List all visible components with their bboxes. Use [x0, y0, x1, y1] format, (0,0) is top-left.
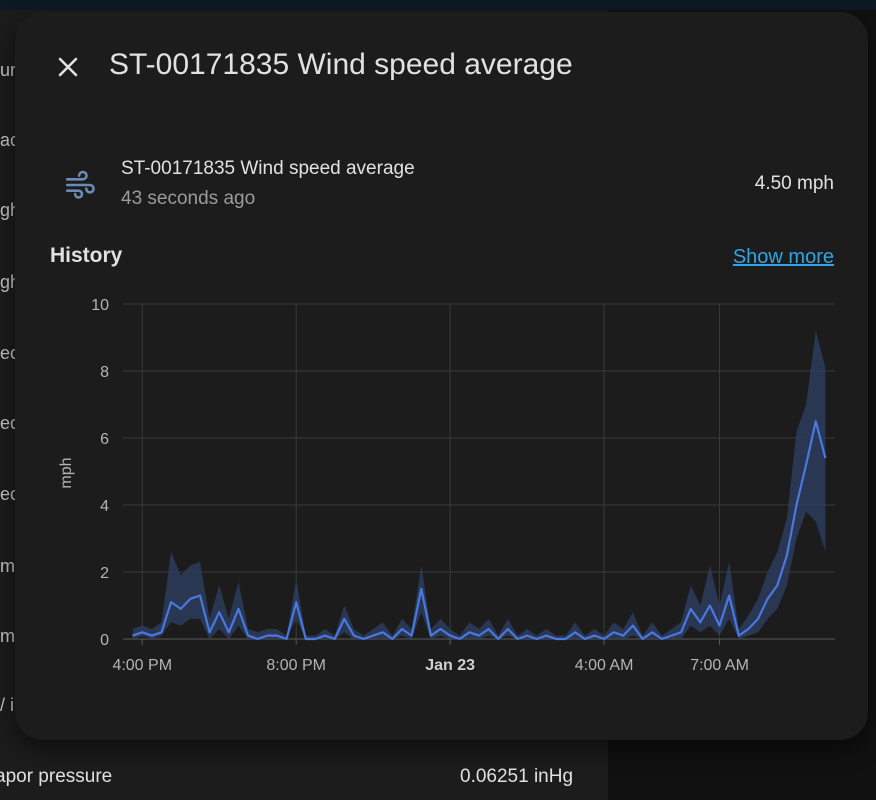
- background-row-label: gh: [0, 200, 15, 220]
- background-row-label: gh: [0, 272, 15, 292]
- background-right-panel: [608, 740, 876, 800]
- chart-grid: [123, 303, 835, 645]
- y-tick-label: 6: [100, 431, 109, 448]
- dialog-title: ST-00171835 Wind speed average: [109, 48, 573, 81]
- row-value: 0.06251 inHg: [460, 766, 574, 787]
- background-row-label: un: [0, 60, 15, 80]
- x-tick-label: 7:00 AM: [690, 657, 749, 674]
- x-tick-label: 4:00 PM: [112, 657, 172, 674]
- show-more-link[interactable]: Show more: [732, 246, 834, 268]
- background-row-label: / i: [0, 695, 15, 715]
- close-icon: [58, 57, 78, 77]
- x-tick-label: Jan 23: [425, 657, 475, 674]
- y-tick-label: 10: [91, 297, 109, 314]
- history-title: History: [50, 244, 123, 267]
- row-label: apor pressure: [0, 766, 113, 787]
- entity-last-changed: 43 seconds ago: [121, 188, 256, 209]
- entity-state: 4.50 mph: [754, 173, 834, 194]
- chart-range-band: [132, 330, 826, 639]
- background-row-vapor-pressure[interactable]: apor pressure 0.06251 inHg: [0, 758, 600, 798]
- history-chart[interactable]: 0 2 4 6 8 10 4:00 PM 8:00 PM Jan 23 4:00 AM 7:00 …: [15, 12, 868, 692]
- entity-row[interactable]: ST-00171835 Wind speed average 43 second…: [15, 152, 868, 222]
- entity-name: ST-00171835 Wind speed average: [121, 158, 415, 179]
- weather-windy-icon: [65, 170, 95, 199]
- background-row-label: ec: [0, 343, 15, 363]
- chart-series-line: [132, 420, 827, 641]
- x-tick-label: 8:00 PM: [266, 657, 326, 674]
- background-row-label: m: [0, 556, 15, 576]
- y-tick-label: 2: [100, 565, 109, 582]
- more-info-dialog: ST-00171835 Wind speed average ST-001718…: [15, 12, 868, 740]
- y-tick-label: 8: [100, 364, 109, 381]
- range-band-area: [132, 330, 826, 639]
- y-axis-ticks: 0 2 4 6 8 10: [91, 297, 109, 649]
- background-row-label: ec: [0, 413, 15, 433]
- y-tick-label: 0: [100, 632, 109, 649]
- x-tick-label: 4:00 AM: [575, 657, 634, 674]
- y-axis-label: mph: [58, 457, 75, 488]
- background-row-label: ec: [0, 484, 15, 504]
- background-row-label: m: [0, 626, 15, 646]
- background-row-label: ac: [0, 130, 15, 150]
- y-tick-label: 4: [100, 498, 109, 515]
- close-button[interactable]: [51, 50, 85, 84]
- top-app-bar: [0, 0, 876, 10]
- x-axis-ticks: 4:00 PM 8:00 PM Jan 23 4:00 AM 7:00 AM: [112, 657, 748, 674]
